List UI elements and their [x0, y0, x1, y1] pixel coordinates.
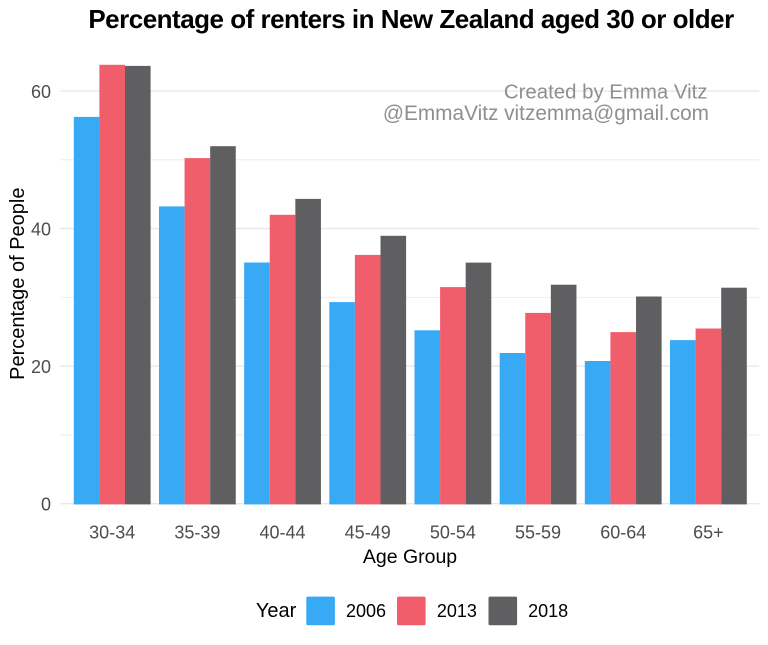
- svg-text:0: 0: [41, 495, 51, 515]
- svg-text:2018: 2018: [528, 601, 568, 621]
- svg-text:20: 20: [31, 357, 51, 377]
- svg-text:2006: 2006: [346, 601, 386, 621]
- svg-text:40: 40: [31, 219, 51, 239]
- svg-text:45-49: 45-49: [345, 522, 391, 542]
- svg-text:@EmmaVitz vitzemma@gmail.com: @EmmaVitz vitzemma@gmail.com: [383, 102, 709, 125]
- svg-text:Year: Year: [256, 600, 297, 622]
- svg-text:2013: 2013: [437, 601, 477, 621]
- svg-text:60: 60: [31, 82, 51, 102]
- svg-text:Created by Emma Vitz: Created by Emma Vitz: [504, 82, 708, 104]
- svg-text:50-54: 50-54: [430, 522, 476, 542]
- svg-text:Percentage of People: Percentage of People: [7, 188, 29, 380]
- svg-text:40-44: 40-44: [260, 522, 306, 542]
- svg-text:55-59: 55-59: [515, 522, 561, 542]
- svg-text:60-64: 60-64: [600, 522, 646, 542]
- svg-text:65+: 65+: [693, 522, 724, 542]
- svg-text:30-34: 30-34: [89, 522, 135, 542]
- svg-text:35-39: 35-39: [174, 522, 220, 542]
- svg-text:Percentage of renters in New Z: Percentage of renters in New Zealand age…: [88, 4, 734, 34]
- svg-text:Age Group: Age Group: [363, 546, 457, 568]
